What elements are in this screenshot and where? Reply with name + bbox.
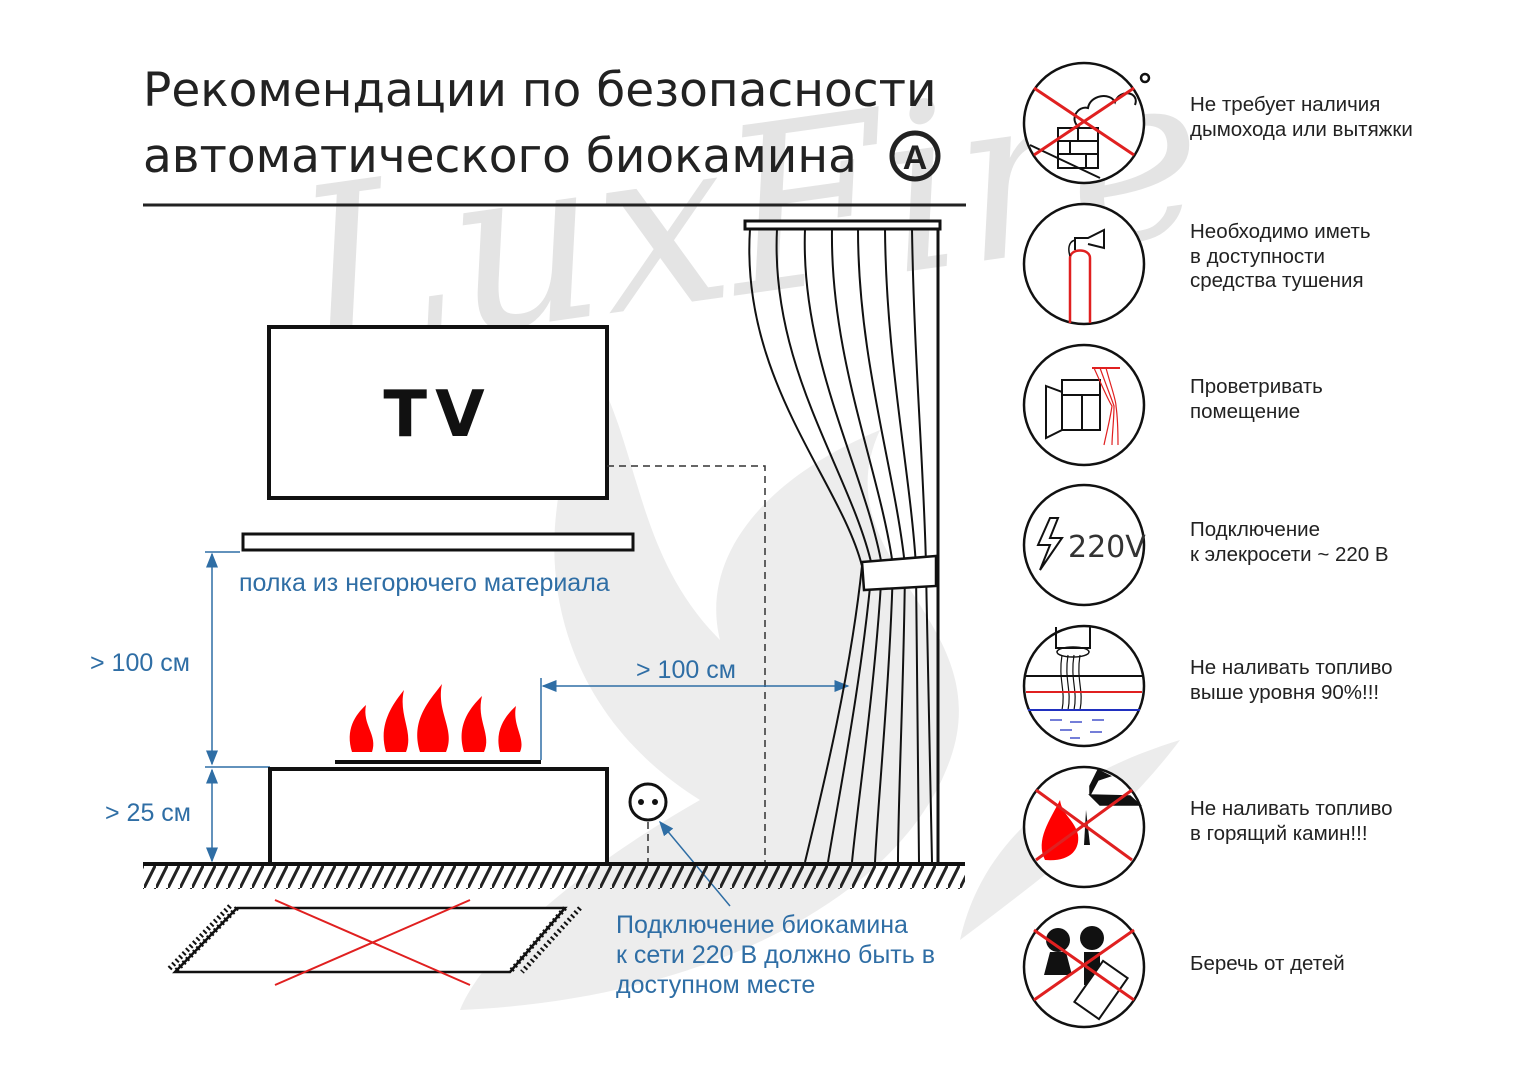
rule-text: Не требует наличия <box>1190 93 1380 116</box>
curtain-distance-dimension <box>540 678 850 760</box>
biofireplace <box>268 684 609 866</box>
rule-list: Не требует наличия дымохода или вытяжки … <box>1190 93 1413 975</box>
fire-extinguisher-icon <box>1022 202 1146 326</box>
rule-text: выше уровня 90%!!! <box>1190 681 1379 704</box>
rule-text: Необходимо иметь <box>1190 220 1371 243</box>
automatic-badge: A <box>889 130 941 182</box>
power-outlet-icon <box>628 782 668 822</box>
floor <box>143 862 965 889</box>
height-below-label: > 25 см <box>105 799 191 827</box>
rule-text: помещение <box>1190 400 1300 423</box>
curtain <box>743 219 942 863</box>
flame-icon <box>349 684 522 752</box>
shelf <box>241 532 635 552</box>
rule-text: Подключение <box>1190 518 1320 541</box>
wiring-dashed <box>445 465 766 862</box>
rule-text: Беречь от детей <box>1190 952 1345 975</box>
curtain-distance-label: > 100 см <box>636 656 736 684</box>
tv: TV <box>267 325 609 500</box>
outlet-note-line-1: Подключение биокамина <box>616 911 908 939</box>
shelf-label: полка из негорючего материала <box>239 569 610 597</box>
rule-text: Не наливать топливо <box>1190 656 1393 679</box>
open-window-icon <box>1022 343 1146 467</box>
fuel-level-icon <box>1022 624 1146 748</box>
keep-from-children-icon <box>1022 905 1146 1029</box>
rule-text: дымохода или вытяжки <box>1190 118 1413 141</box>
no-carpet-icon <box>166 899 582 986</box>
rule-text: средства тушения <box>1190 269 1364 292</box>
rule-text: к элекросети ~ 220 В <box>1190 543 1389 566</box>
outlet-note-line-2: к сети 220 В должно быть в <box>616 941 935 969</box>
height-dimensions <box>205 551 270 863</box>
voltage-label: 220V <box>1068 530 1146 565</box>
no-pour-into-fire-icon <box>1022 765 1146 889</box>
rule-text: Проветривать <box>1190 375 1323 398</box>
no-chimney-icon <box>1022 61 1151 185</box>
title-line-2: автоматического биокамина <box>143 129 857 184</box>
rule-text: в доступности <box>1190 245 1325 268</box>
title-line-1: Рекомендации по безопасности <box>143 63 937 118</box>
badge-letter: A <box>903 139 928 177</box>
outlet-note-line-3: доступном месте <box>616 971 815 999</box>
voltage-220v-icon: 220V <box>1022 483 1146 607</box>
rule-text: Не наливать топливо <box>1190 797 1393 820</box>
height-above-label: > 100 см <box>90 649 190 677</box>
rule-text: в горящий камин!!! <box>1190 822 1368 845</box>
tv-label: TV <box>383 378 492 452</box>
